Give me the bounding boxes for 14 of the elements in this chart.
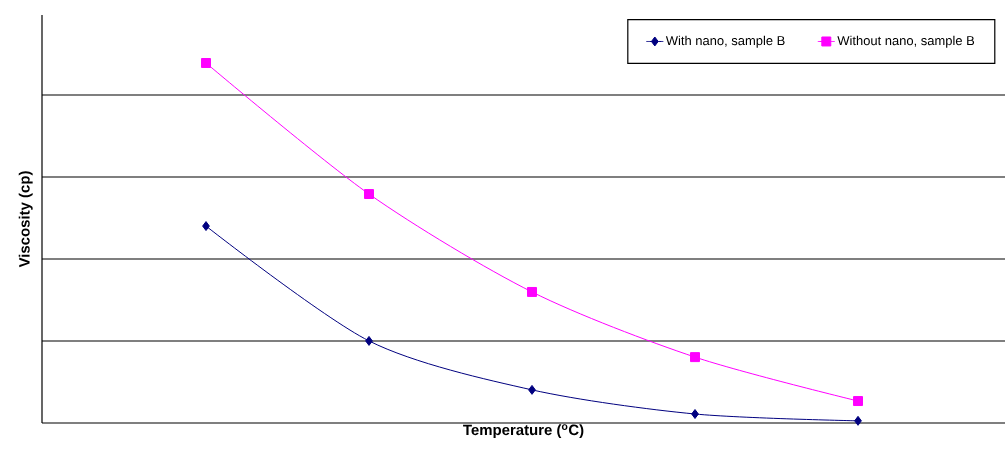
point	[527, 286, 537, 297]
point	[853, 396, 863, 407]
point	[201, 58, 211, 68]
y-axis-title: Viscosity (cp)	[18, 171, 33, 268]
x-axis-title: Temperature ($^{o}$C)	[463, 424, 584, 439]
point	[202, 221, 210, 232]
point	[528, 384, 536, 395]
point	[854, 415, 862, 426]
point	[365, 335, 373, 346]
point	[364, 189, 374, 200]
legend-label: With nano, sample B	[665, 35, 785, 48]
point	[691, 409, 699, 419]
point	[690, 352, 700, 363]
legend-label: Without nano, sample B	[837, 35, 975, 48]
